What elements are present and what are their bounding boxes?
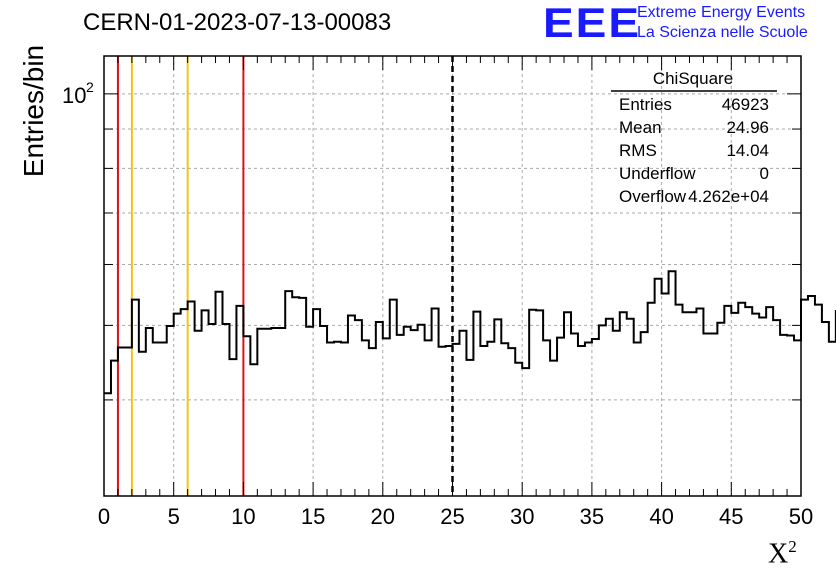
logo-subtitle-1: Extreme Energy Events bbox=[637, 4, 806, 21]
stats-value-rms: 14.04 bbox=[726, 141, 769, 160]
stats-label-rms: RMS bbox=[619, 141, 657, 160]
stats-label-underflow: Underflow bbox=[619, 164, 696, 183]
x-axis-label: X2 bbox=[768, 537, 797, 570]
run-title: CERN-01-2023-07-13-00083 bbox=[83, 9, 392, 36]
stats-value-entries: 46923 bbox=[722, 95, 769, 114]
y-tick-label-sup: 2 bbox=[86, 79, 94, 95]
stats-value-mean: 24.96 bbox=[726, 118, 769, 137]
x-axis-label-sup: 2 bbox=[788, 537, 797, 556]
stats-value-overflow: 4.262e+04 bbox=[688, 187, 769, 206]
stats-title: ChiSquare bbox=[653, 69, 733, 88]
x-tick-label: 10 bbox=[231, 504, 255, 529]
x-tick-label: 5 bbox=[168, 504, 180, 529]
x-tick-label: 30 bbox=[510, 504, 534, 529]
x-tick-label: 15 bbox=[301, 504, 325, 529]
stats-label-mean: Mean bbox=[619, 118, 662, 137]
y-tick-label: 10 bbox=[62, 83, 86, 108]
x-axis-label-base: X bbox=[768, 538, 789, 570]
logo-subtitle-2: La Scienza nelle Scuole bbox=[637, 24, 808, 41]
x-tick-label: 45 bbox=[719, 504, 743, 529]
reference-lines bbox=[116, 56, 454, 496]
stats-value-underflow: 0 bbox=[760, 164, 769, 183]
histogram-line bbox=[104, 270, 836, 395]
stats-label-entries: Entries bbox=[619, 95, 672, 114]
x-tick-label: 50 bbox=[789, 504, 813, 529]
x-tick-label: 25 bbox=[440, 504, 464, 529]
stats-box: ChiSquare Entries 46923 Mean 24.96 RMS 1… bbox=[611, 69, 777, 206]
stats-label-overflow: Overflow bbox=[619, 187, 687, 206]
eee-logo: EEE bbox=[543, 0, 642, 47]
x-tick-label: 40 bbox=[649, 504, 673, 529]
x-tick-label: 35 bbox=[580, 504, 604, 529]
x-tick-label: 0 bbox=[98, 504, 110, 529]
x-tick-label: 20 bbox=[371, 504, 395, 529]
